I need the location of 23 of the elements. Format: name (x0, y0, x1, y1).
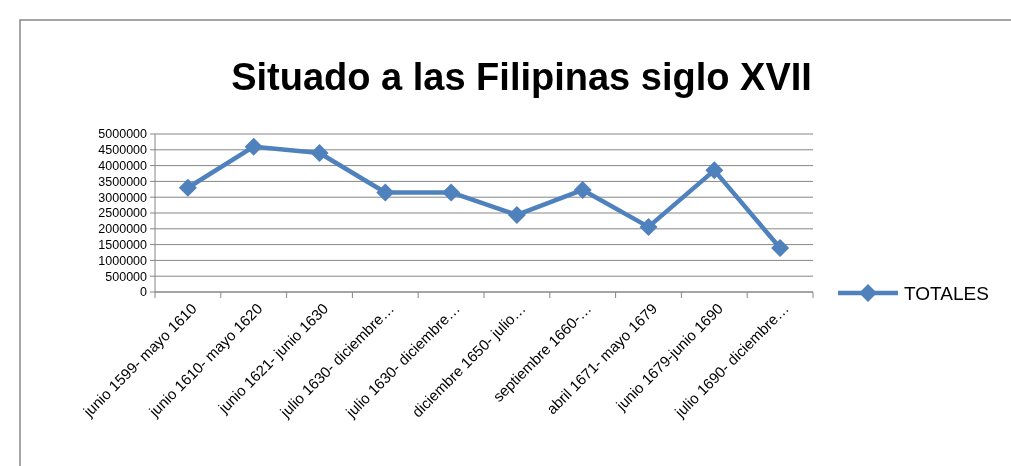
point (573, 180, 592, 199)
legend-label: TOTALES (904, 282, 989, 304)
y-tick-label: 2500000 (98, 206, 148, 221)
y-tick-label: 2000000 (98, 222, 148, 237)
point (771, 239, 790, 258)
y-tick-label: 1500000 (98, 237, 148, 252)
point (507, 205, 526, 224)
point (639, 217, 658, 236)
y-tick-label: 1000000 (98, 253, 148, 268)
point (705, 161, 724, 180)
y-tick-label: 5000000 (98, 127, 148, 142)
point (310, 143, 329, 162)
point (376, 183, 395, 202)
y-tick-label: 3000000 (98, 190, 148, 205)
y-tick-label: 500000 (105, 269, 148, 284)
y-tick-label: 4000000 (98, 158, 148, 173)
chart-title: Situado a las Filipinas siglo XVII (231, 56, 812, 98)
y-tick-label: 0 (140, 285, 148, 300)
point (178, 178, 197, 197)
y-tick-label: 3500000 (98, 174, 148, 189)
y-tick-label: 4500000 (98, 143, 148, 158)
point (442, 183, 461, 202)
point (244, 137, 263, 156)
